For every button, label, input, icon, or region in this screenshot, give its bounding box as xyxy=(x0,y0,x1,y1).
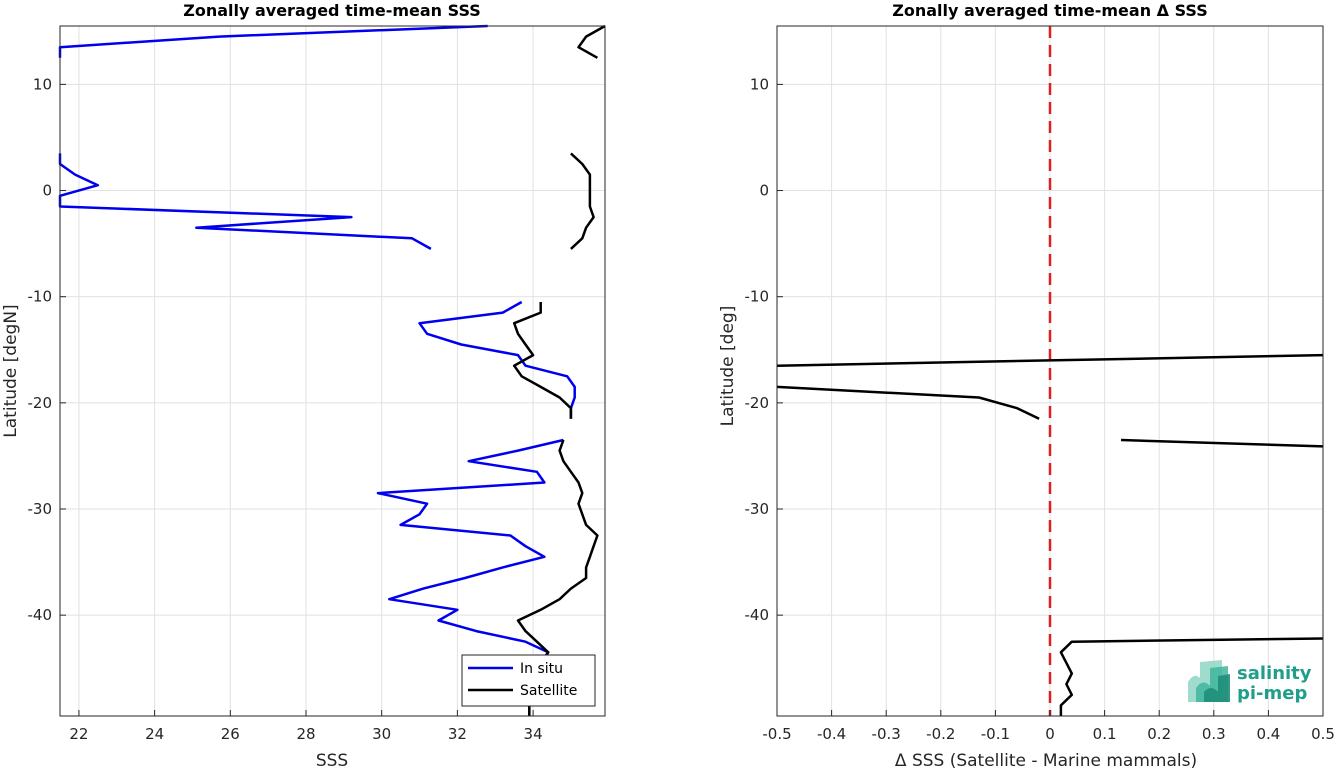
right-y-label: Latitude [deg] xyxy=(718,306,738,427)
left-y-tick-label: 10 xyxy=(33,75,52,93)
salinity-pi-mep-logo: salinity pi-mep xyxy=(1188,660,1312,704)
left-series xyxy=(58,24,606,716)
left-x-tick-label: 22 xyxy=(69,725,88,743)
legend: In situ Satellite xyxy=(461,654,596,707)
left-x-tick-label: 30 xyxy=(372,725,391,743)
right-series-line xyxy=(1059,637,1324,716)
left-x-tick-label: 28 xyxy=(296,725,315,743)
right-x-ticks: -0.5 -0.4 -0.3 -0.2 -0.1 0 0.1 0.2 0.3 0.4 0.5 xyxy=(762,710,1335,743)
right-title: Zonally averaged time-mean Δ SSS xyxy=(892,1,1208,20)
left-y-tick-label: -30 xyxy=(28,500,53,518)
left-panel: 22 24 26 28 30 32 34 -40 -30 -20 -10 0 10 Zonally a… xyxy=(1,1,606,769)
left-in-situ-line xyxy=(418,300,576,419)
left-y-ticks: -40 -30 -20 -10 0 10 xyxy=(28,75,66,624)
right-x-tick-label: 0.4 xyxy=(1256,725,1280,743)
left-y-tick-label: -10 xyxy=(28,288,53,306)
logo-line1: salinity xyxy=(1237,663,1312,684)
right-series-line xyxy=(1120,438,1324,448)
left-x-tick-label: 26 xyxy=(221,725,240,743)
left-x-ticks: 22 24 26 28 30 32 34 xyxy=(69,710,543,743)
left-satellite-line xyxy=(570,152,595,250)
right-panel: -0.5 -0.4 -0.3 -0.2 -0.1 0 0.1 0.2 0.3 0.4 0.5 -40… xyxy=(718,1,1335,769)
legend-label-in-situ: In situ xyxy=(520,661,563,677)
right-series xyxy=(776,353,1324,716)
right-x-tick-label: -0.2 xyxy=(926,725,955,743)
left-x-tick-label: 32 xyxy=(448,725,467,743)
left-satellite-line xyxy=(577,24,606,59)
left-y-tick-label: -40 xyxy=(28,606,53,624)
left-x-tick-label: 34 xyxy=(524,725,543,743)
left-axes-frame xyxy=(59,25,606,717)
right-y-tick-label: 0 xyxy=(759,182,769,200)
legend-box xyxy=(461,654,596,707)
right-x-tick-label: 0.1 xyxy=(1093,725,1117,743)
logo-wave-icon xyxy=(1188,660,1230,702)
right-grid xyxy=(776,26,1324,716)
right-y-tick-label: -30 xyxy=(745,500,770,518)
right-series-line xyxy=(776,385,1040,420)
right-y-tick-label: 10 xyxy=(750,75,769,93)
left-title: Zonally averaged time-mean SSS xyxy=(183,1,481,20)
right-y-tick-label: -40 xyxy=(745,606,770,624)
legend-label-satellite: Satellite xyxy=(520,683,577,699)
right-x-label: Δ SSS (Satellite - Marine mammals) xyxy=(895,751,1197,769)
left-grid xyxy=(60,26,605,716)
right-x-tick-label: -0.1 xyxy=(981,725,1010,743)
left-in-situ-line xyxy=(58,24,488,58)
right-x-tick-label: 0.3 xyxy=(1202,725,1226,743)
left-satellite-line xyxy=(512,302,573,419)
right-x-tick-label: -0.3 xyxy=(872,725,901,743)
right-y-tick-label: -20 xyxy=(745,394,770,412)
left-y-tick-label: 0 xyxy=(42,182,52,200)
right-y-tick-label: -10 xyxy=(745,288,770,306)
right-x-tick-label: -0.5 xyxy=(762,725,791,743)
right-x-tick-label: 0 xyxy=(1045,725,1055,743)
left-in-situ-line xyxy=(58,153,432,250)
right-x-tick-label: 0.5 xyxy=(1311,725,1335,743)
left-x-label: SSS xyxy=(316,751,348,769)
left-x-tick-label: 24 xyxy=(145,725,164,743)
right-y-ticks: -40 -30 -20 -10 0 10 xyxy=(745,75,783,624)
right-x-tick-label: 0.2 xyxy=(1147,725,1171,743)
left-y-label: Latitude [degN] xyxy=(1,304,21,437)
right-series-line xyxy=(776,353,1324,367)
logo-line2: pi-mep xyxy=(1237,683,1307,704)
left-y-tick-label: -20 xyxy=(28,394,53,412)
right-x-tick-label: -0.4 xyxy=(817,725,846,743)
